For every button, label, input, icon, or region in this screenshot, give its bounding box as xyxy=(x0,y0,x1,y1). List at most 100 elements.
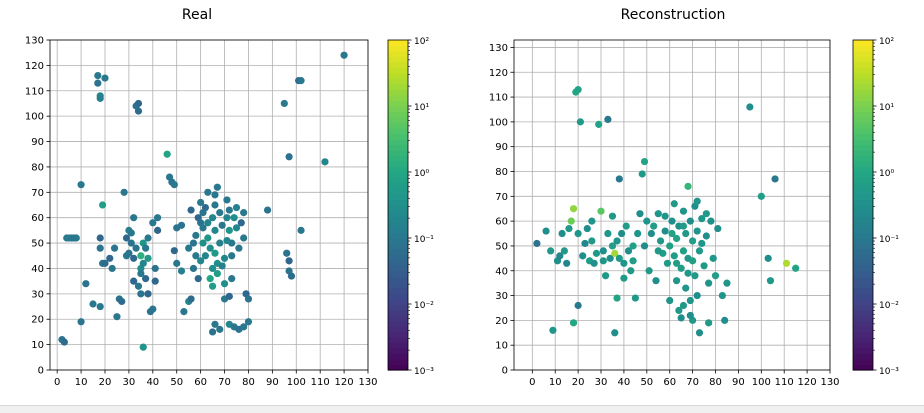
colorbar-segment xyxy=(853,73,873,80)
data-point xyxy=(108,264,116,273)
data-point xyxy=(569,205,578,213)
colorbar-segment xyxy=(388,243,408,250)
colorbar-segment xyxy=(388,271,408,278)
colorbar-tick-label: 10² xyxy=(414,37,429,47)
colorbar-segment xyxy=(388,62,408,69)
data-point xyxy=(151,277,159,285)
data-point xyxy=(94,71,102,80)
x-tick-label: 90 xyxy=(266,377,279,388)
data-point xyxy=(199,239,207,247)
data-point xyxy=(693,197,701,205)
colorbar-segment xyxy=(853,353,873,360)
data-point xyxy=(118,297,126,306)
colorbar-segment xyxy=(853,298,873,305)
data-point xyxy=(127,229,135,237)
data-point xyxy=(77,181,85,189)
data-point xyxy=(110,244,119,252)
x-tick-label: 60 xyxy=(663,377,676,388)
colorbar-segment xyxy=(388,45,408,52)
data-point xyxy=(721,316,729,324)
data-point xyxy=(677,314,685,322)
data-point xyxy=(693,227,701,235)
data-point xyxy=(624,247,633,255)
data-point xyxy=(615,175,623,183)
colorbar-segment xyxy=(853,62,873,69)
data-point xyxy=(173,259,181,267)
colorbar-segment xyxy=(853,128,873,135)
data-point xyxy=(122,234,131,242)
x-tick-label: 70 xyxy=(218,377,231,388)
colorbar-segment xyxy=(853,122,873,129)
data-point xyxy=(643,217,651,225)
data-point xyxy=(163,150,171,158)
data-point xyxy=(595,120,603,128)
y-tick-label: 20 xyxy=(495,316,508,327)
colorbar-segment xyxy=(853,304,873,311)
data-point xyxy=(698,215,706,223)
colorbar-segment xyxy=(388,293,408,300)
colorbar-segment xyxy=(388,205,408,212)
colorbar-segment xyxy=(388,315,408,322)
data-point xyxy=(149,219,157,227)
data-point xyxy=(695,329,704,337)
data-point xyxy=(134,99,143,108)
data-point xyxy=(700,262,708,270)
colorbar-segment xyxy=(388,337,408,344)
colorbar-segment xyxy=(388,84,408,91)
data-point xyxy=(77,318,85,326)
colorbar-segment xyxy=(388,353,408,360)
colorbar-segment xyxy=(853,139,873,146)
data-point xyxy=(96,94,104,102)
data-point xyxy=(96,234,104,242)
data-point xyxy=(197,198,205,207)
data-point xyxy=(629,257,637,265)
x-tick-label: 0 xyxy=(529,377,535,388)
colorbar-segment xyxy=(853,56,873,63)
colorbar-segment xyxy=(853,95,873,102)
colorbar-segment xyxy=(853,271,873,278)
data-point xyxy=(714,224,722,233)
colorbar-segment xyxy=(388,133,408,140)
data-point xyxy=(137,269,145,278)
data-point xyxy=(130,214,138,222)
chart-panel-1: Real 0 10 20 30 40 50 60 70 80 90 100 110 120 130 0 10 20… xyxy=(25,7,434,388)
colorbar-segment xyxy=(853,216,873,223)
data-point xyxy=(672,277,681,285)
data-point xyxy=(237,219,245,227)
x-tick-label: 50 xyxy=(640,377,653,388)
data-point xyxy=(211,191,219,199)
data-point xyxy=(631,294,639,302)
colorbar-segment xyxy=(388,117,408,124)
data-point xyxy=(686,296,694,305)
data-point xyxy=(130,277,138,285)
data-point xyxy=(792,264,800,272)
data-point xyxy=(579,252,587,260)
y-tick-label: 70 xyxy=(495,192,508,203)
colorbar-segment xyxy=(853,265,873,272)
colorbar-segment xyxy=(388,150,408,157)
y-tick-label: 60 xyxy=(495,217,508,228)
y-tick-label: 120 xyxy=(25,61,44,72)
y-tick-label: 80 xyxy=(495,167,508,178)
data-point xyxy=(340,51,348,59)
data-point xyxy=(201,252,210,260)
y-tick-label: 60 xyxy=(31,213,44,224)
colorbar-segment xyxy=(853,348,873,355)
data-point xyxy=(581,239,589,248)
data-point xyxy=(565,224,573,233)
data-point xyxy=(125,249,133,257)
data-point xyxy=(679,207,688,215)
colorbar-segment xyxy=(388,287,408,294)
data-point xyxy=(187,206,195,214)
data-point xyxy=(206,275,214,283)
data-point xyxy=(208,264,217,273)
x-tick-label: 20 xyxy=(572,377,585,388)
colorbar-segment xyxy=(388,249,408,256)
data-point xyxy=(153,214,162,222)
colorbar-tick-label: 10⁻¹ xyxy=(414,235,434,245)
colorbar-segment xyxy=(853,210,873,217)
colorbar-segment xyxy=(388,128,408,135)
data-point xyxy=(670,252,678,260)
y-tick-label: 30 xyxy=(31,289,44,300)
colorbar-segment xyxy=(853,106,873,113)
